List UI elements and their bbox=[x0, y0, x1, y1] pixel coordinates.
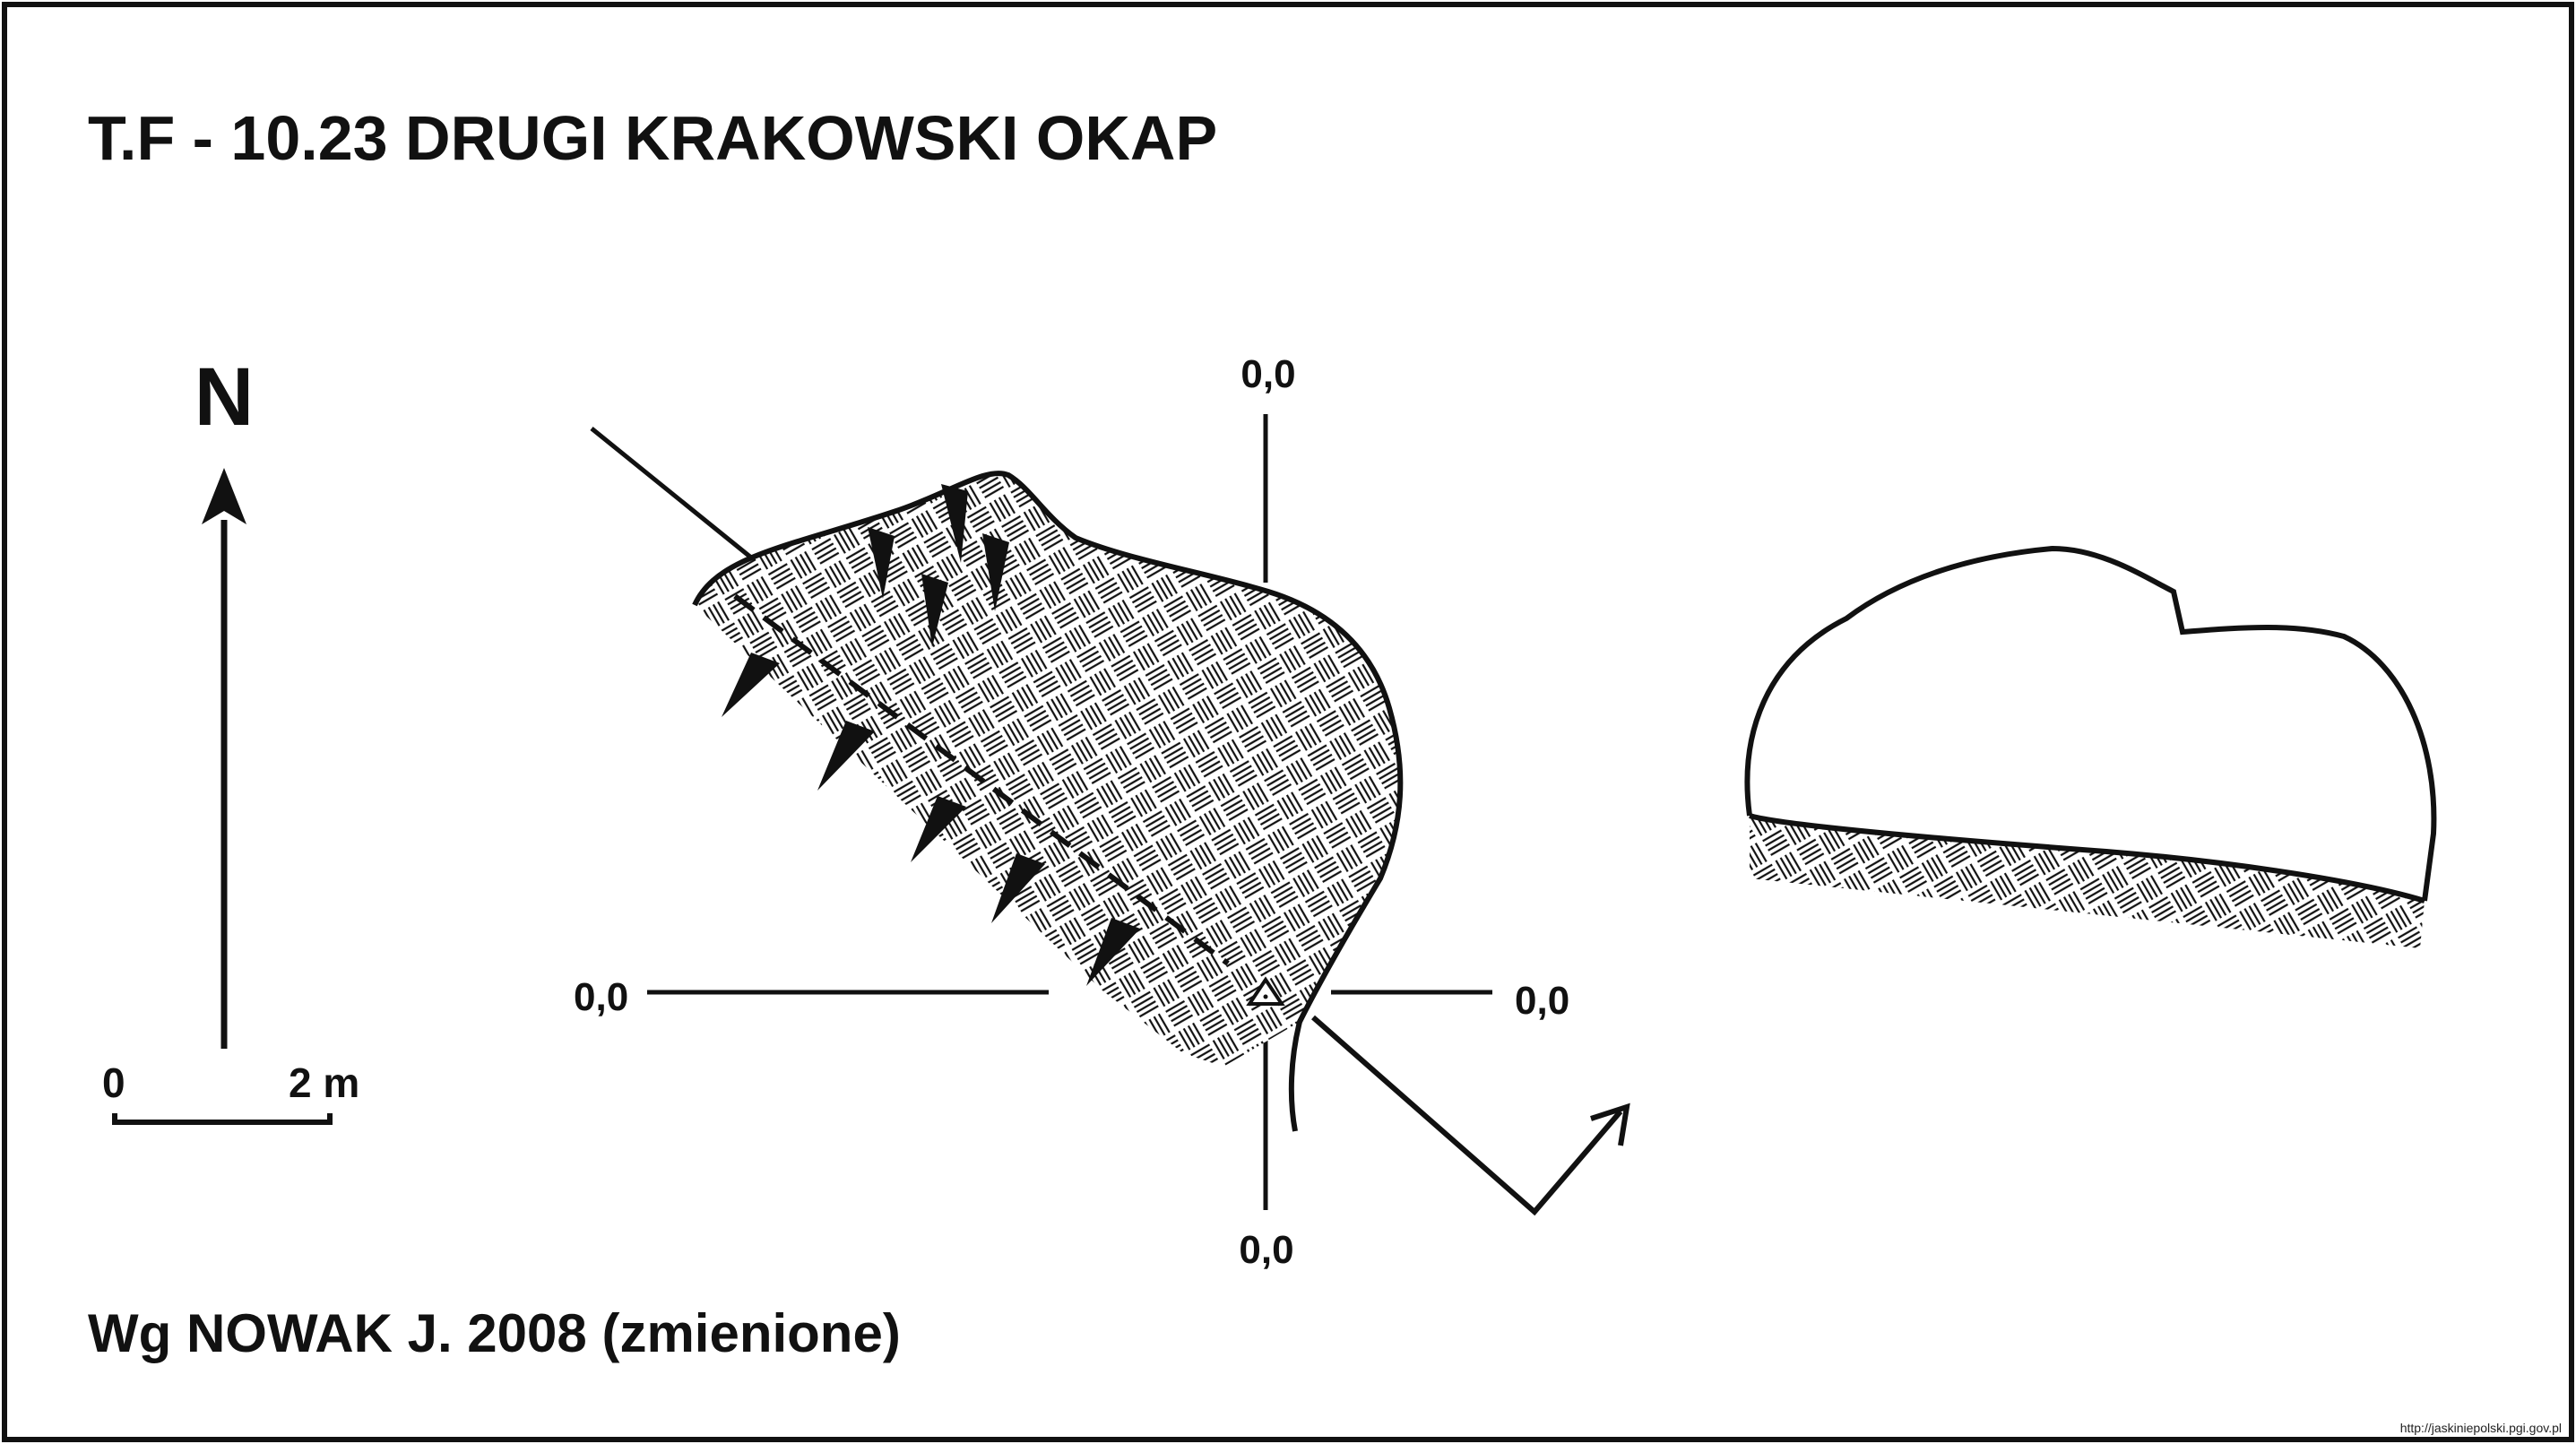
rock-edge-line bbox=[590, 427, 753, 559]
overhang-marker-icon bbox=[1086, 918, 1140, 986]
overhang-marker-icon bbox=[817, 721, 875, 791]
section-view-arrow bbox=[1311, 1015, 1630, 1216]
section-label-right: 0,0 bbox=[1515, 979, 1569, 1023]
overhang-marker-icon bbox=[921, 574, 948, 647]
north-label: N bbox=[194, 351, 254, 443]
map-title: T.F - 10.23 DRUGI KRAKOWSKI OKAP bbox=[88, 103, 1217, 173]
overhang-marker-icon bbox=[868, 527, 895, 599]
section-arrow-line bbox=[1311, 1015, 1623, 1216]
source-url: http://jaskiniepolski.pgi.gov.pl bbox=[2400, 1421, 2562, 1435]
drip-line bbox=[733, 593, 1230, 966]
overhang-marker-icon bbox=[722, 653, 780, 717]
overhang-marker-icon bbox=[991, 853, 1045, 923]
overhang-marker-icon bbox=[911, 796, 966, 862]
scale-start-label: 0 bbox=[102, 1059, 125, 1106]
scale-bar: 0 2 m bbox=[102, 1059, 359, 1125]
north-arrow-head-icon bbox=[202, 468, 246, 524]
credit-text: Wg NOWAK J. 2008 (zmienione) bbox=[88, 1303, 901, 1363]
cave-wall-outline bbox=[692, 471, 1404, 1132]
scale-end-label: 2 m bbox=[289, 1059, 359, 1106]
survey-point-center bbox=[1263, 994, 1268, 999]
scale-bar-line bbox=[112, 1113, 333, 1125]
overhang-marker-icon bbox=[941, 484, 968, 563]
section-floor-line bbox=[1749, 813, 2425, 904]
section-lines bbox=[647, 414, 1492, 1210]
section-ceiling-outline bbox=[1744, 545, 2437, 902]
overhang-marker-icon bbox=[982, 533, 1009, 611]
survey-point-icon bbox=[1246, 976, 1285, 1006]
north-arrow: N bbox=[194, 351, 254, 1049]
section-arrow-head-icon bbox=[1590, 1102, 1630, 1146]
section-label-left: 0,0 bbox=[574, 975, 628, 1019]
section-label-top: 0,0 bbox=[1240, 352, 1295, 396]
section-label-bottom: 0,0 bbox=[1239, 1228, 1293, 1272]
